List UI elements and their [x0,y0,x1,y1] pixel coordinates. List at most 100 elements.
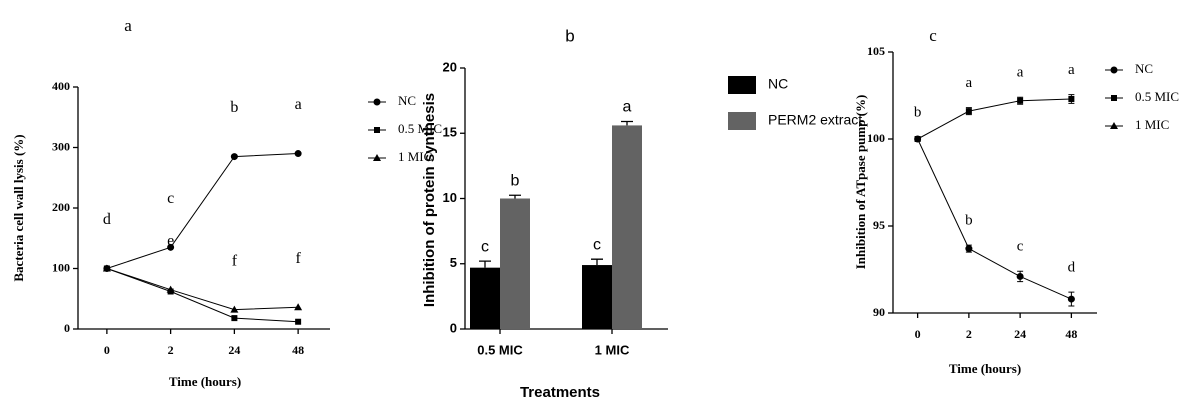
x-tick-label: 48 [1065,327,1077,341]
annotation: b [965,213,973,229]
marker [1067,295,1075,303]
legend-marker [1110,66,1118,74]
legend-marker [374,127,380,133]
annotation: a [1017,65,1024,81]
marker [965,245,973,253]
annotation: f [295,250,301,267]
bar [582,265,612,329]
panel: a Bacteria cell wall lysis (%) Time (hours… [11,16,442,389]
legend-label: 1 MIC [398,149,432,164]
series-line [106,268,299,323]
panel: b Inhibition of protein synthesis Treatmen… [421,26,862,400]
annotation: b [914,105,922,121]
annotation: c [593,236,601,253]
annotation: f [232,252,238,269]
x-tick-label: 2 [168,343,174,357]
marker [230,305,239,313]
series-line [917,98,1072,140]
annotation: b [511,172,520,189]
y-tick-label: 20 [443,59,457,74]
legend-marker [373,98,381,106]
series-line [106,268,299,311]
annotation: c [1017,239,1024,255]
marker [1017,97,1024,104]
marker [295,318,302,325]
y-tick-label: 0 [450,320,457,335]
legend-label: PERM2 extract [768,112,862,128]
legend-marker [1111,95,1117,101]
marker [102,264,111,272]
marker [167,243,175,251]
x-tick-label: 24 [228,343,240,357]
marker [1016,272,1024,280]
y-tick-label: 15 [443,125,457,140]
series-line [917,138,1072,300]
x-tick-label: 0 [104,343,110,357]
bar [500,198,530,329]
x-tick-label: 0 [915,327,921,341]
error-bar [621,120,633,126]
marker [166,285,175,293]
y-tick-label: 200 [52,200,70,214]
y-axis-label: Inhibition of ATpase pump (%) [853,95,868,270]
error-bar [591,258,603,266]
panel-title: c [929,26,937,45]
x-tick-label: 1 MIC [595,342,630,357]
legend-swatch [728,112,756,130]
y-tick-label: 90 [873,305,885,319]
legend-label: NC [398,93,416,108]
annotation: e [167,232,174,249]
annotation: d [103,211,111,228]
annotation: a [966,75,973,91]
marker [231,315,238,322]
y-axis-label: Bacteria cell wall lysis (%) [11,134,26,281]
bar [612,125,642,329]
legend-label: 1 MIC [1135,117,1169,132]
y-tick-label: 100 [52,260,70,274]
y-tick-label: 105 [867,44,885,58]
bar [470,267,500,329]
x-axis-label: Time (hours) [949,361,1021,376]
marker [914,136,921,142]
series-line [106,153,299,269]
marker [1068,95,1075,102]
x-axis-label: Time (hours) [169,374,241,389]
annotation: d [1068,260,1076,276]
legend-label: 0.5 MIC [1135,89,1179,104]
marker [294,303,303,311]
x-tick-label: 2 [966,327,972,341]
annotation: a [295,96,302,113]
y-axis-label: Inhibition of protein synthesis [421,93,438,307]
marker [294,150,302,158]
y-tick-label: 100 [867,131,885,145]
annotation: a [1068,62,1075,78]
legend-swatch [728,76,756,94]
panel: c Inhibition of ATpase pump (%) Time (hour… [853,26,1179,376]
panel-title: b [565,26,574,45]
x-tick-label: 24 [1014,327,1026,341]
error-bar [479,260,491,268]
x-axis-label: Treatments [520,384,600,401]
annotation: c [481,238,489,255]
annotation: b [230,99,238,116]
legend-label: NC [768,76,788,92]
y-tick-label: 400 [52,79,70,93]
y-tick-label: 300 [52,139,70,153]
x-tick-label: 48 [292,343,304,357]
y-tick-label: 5 [450,255,457,270]
y-tick-label: 95 [873,218,885,232]
annotation: a [623,99,632,116]
error-bar [509,194,521,199]
legend-marker [373,154,381,161]
legend-label: NC [1135,61,1153,76]
marker [230,153,238,161]
y-tick-label: 10 [443,190,457,205]
annotation: c [167,190,174,207]
panel-title: a [124,16,132,35]
marker [965,108,972,115]
legend-marker [1110,122,1118,129]
x-tick-label: 0.5 MIC [477,342,523,357]
y-tick-label: 0 [64,321,70,335]
legend-label: 0.5 MIC [398,121,442,136]
